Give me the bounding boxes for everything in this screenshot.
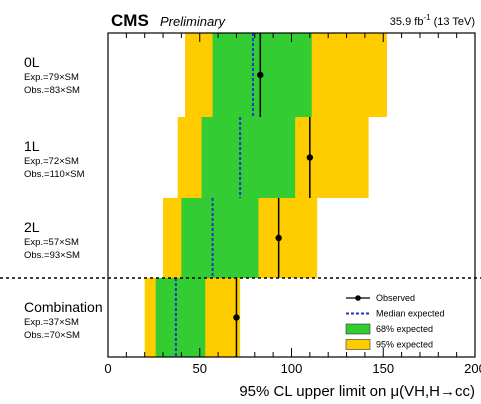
- category-name-1: 1L: [24, 138, 40, 154]
- observed-point-1: [306, 154, 314, 161]
- legend: Observed Median expected 68% expected 95% e…: [345, 293, 445, 350]
- category-labels: 0L Exp.=79×SM Obs.=83×SM 1L Exp.=72×SM Obs.=1…: [24, 54, 103, 341]
- observed-label-1: Obs.=110×SM: [24, 169, 85, 180]
- luminosity-label: 35.9 fb-1 (13 TeV): [390, 13, 475, 28]
- observed-point-2: [275, 234, 282, 242]
- expected-label-2: Exp.=57×SM: [24, 237, 79, 248]
- status-label: Preliminary: [160, 14, 227, 29]
- category-name-0: 0L: [24, 54, 40, 70]
- observed-point-3: [233, 314, 240, 321]
- plot-frame: [107, 32, 476, 358]
- observed-point-0: [257, 71, 264, 79]
- x-tick-label: 50: [193, 361, 207, 376]
- band68-3: [155, 278, 206, 357]
- legend-label-observed: Observed: [376, 293, 415, 303]
- experiment-label: CMS: [111, 11, 149, 30]
- expected-label-1: Exp.=72×SM: [24, 156, 79, 167]
- x-axis: 0 50 100 150 200: [104, 33, 481, 376]
- expected-label-0: Exp.=79×SM: [24, 72, 79, 83]
- lines-layer: [0, 33, 481, 357]
- observed-label-2: Obs.=93×SM: [24, 250, 80, 261]
- x-tick-label: 150: [372, 361, 394, 376]
- legend-label-median: Median expected: [376, 309, 445, 319]
- x-axis-title: 95% CL upper limit on μ(VH,H→cc): [239, 383, 475, 400]
- legend-observed-marker: [355, 295, 361, 301]
- bands-layer: [144, 33, 387, 357]
- category-name-3: Combination: [24, 299, 103, 315]
- band68-2: [181, 198, 259, 278]
- legend-label-band68: 68% expected: [376, 324, 433, 334]
- legend-band68-swatch: [345, 323, 371, 335]
- x-tick-label: 0: [104, 361, 111, 376]
- observed-label-0: Obs.=83×SM: [24, 85, 80, 96]
- category-name-2: 2L: [24, 219, 40, 235]
- legend-label-band95: 95% expected: [376, 340, 433, 350]
- x-tick-label: 100: [281, 361, 303, 376]
- legend-band95-swatch: [345, 339, 371, 350]
- expected-label-3: Exp.=37×SM: [24, 317, 79, 328]
- band68-1: [201, 117, 296, 198]
- x-tick-label: 200: [464, 361, 481, 376]
- observed-label-3: Obs.=70×SM: [24, 330, 80, 341]
